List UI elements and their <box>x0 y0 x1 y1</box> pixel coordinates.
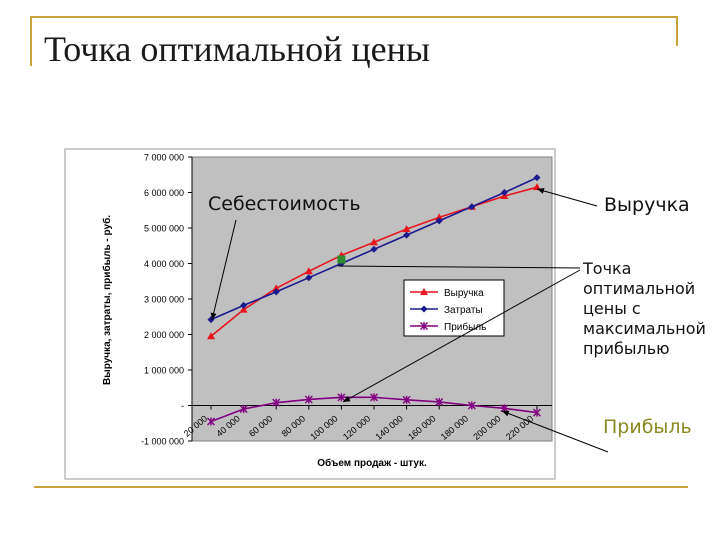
y-tick-label: 4 000 000 <box>144 259 184 269</box>
data-point-revenue <box>272 284 281 292</box>
data-point-revenue <box>304 267 313 275</box>
data-point-revenue <box>207 332 215 340</box>
footer-rule <box>34 486 688 488</box>
annotation-revenue: Выручка <box>604 194 690 216</box>
y-tick-label: 2 000 000 <box>144 330 184 340</box>
optimal-point-marker <box>337 255 346 264</box>
x-axis-title: Объем продаж - штук. <box>317 457 427 469</box>
title-frame-right <box>676 16 678 46</box>
data-point-profit <box>370 393 378 402</box>
data-point-costs <box>533 174 541 182</box>
arrow-point-line <box>337 265 581 269</box>
legend-marker-revenue <box>420 288 428 295</box>
arrow-profit <box>501 410 609 453</box>
data-point-profit <box>207 417 215 426</box>
annotation-profit: Прибыль <box>603 416 692 438</box>
arrow-cost <box>210 219 237 321</box>
y-tick-label: 5 000 000 <box>144 224 184 234</box>
data-point-costs <box>305 274 313 282</box>
slide-title: Точка оптимальной цены <box>44 29 431 69</box>
legend-label-profit: Прибыль <box>444 321 486 333</box>
title-frame-left <box>30 16 32 66</box>
legend-label-revenue: Выручка <box>444 288 484 299</box>
y-tick-label: 1 000 000 <box>144 366 184 376</box>
data-point-costs <box>500 189 508 196</box>
y-axis-title: Выручка, затраты, прибыль - руб. <box>101 215 113 385</box>
data-point-profit <box>304 395 313 404</box>
arrow-revenue <box>536 188 598 207</box>
annotation-cost: Себестоимость <box>208 193 361 215</box>
title-frame-top <box>30 16 678 18</box>
data-point-costs <box>370 245 378 253</box>
legend-marker-costs <box>420 305 428 313</box>
data-point-costs <box>240 301 248 309</box>
annotation-optimal-point: Точка оптимальной цены с максимальной пр… <box>583 259 706 358</box>
data-point-costs <box>435 217 443 225</box>
data-point-costs <box>272 288 280 296</box>
y-tick-label: - <box>181 401 184 411</box>
data-point-profit <box>402 395 411 404</box>
data-point-revenue <box>402 225 411 233</box>
legend-label-costs: Затраты <box>444 305 483 316</box>
y-tick-label: -1 000 000 <box>141 437 184 447</box>
data-point-costs <box>403 231 411 239</box>
data-point-profit <box>272 398 281 407</box>
data-point-revenue <box>370 238 378 246</box>
data-point-profit <box>239 405 248 414</box>
y-tick-label: 3 000 000 <box>144 295 184 305</box>
data-point-profit <box>435 397 444 406</box>
data-point-revenue <box>435 213 444 221</box>
data-point-profit <box>533 408 541 417</box>
arrow-point-profit <box>342 269 581 403</box>
legend-marker-profit <box>420 322 428 330</box>
y-tick-label: 6 000 000 <box>144 188 184 198</box>
y-tick-label: 7 000 000 <box>144 153 184 163</box>
data-point-profit <box>467 401 476 410</box>
data-point-revenue <box>239 305 248 313</box>
data-point-costs <box>468 203 476 211</box>
